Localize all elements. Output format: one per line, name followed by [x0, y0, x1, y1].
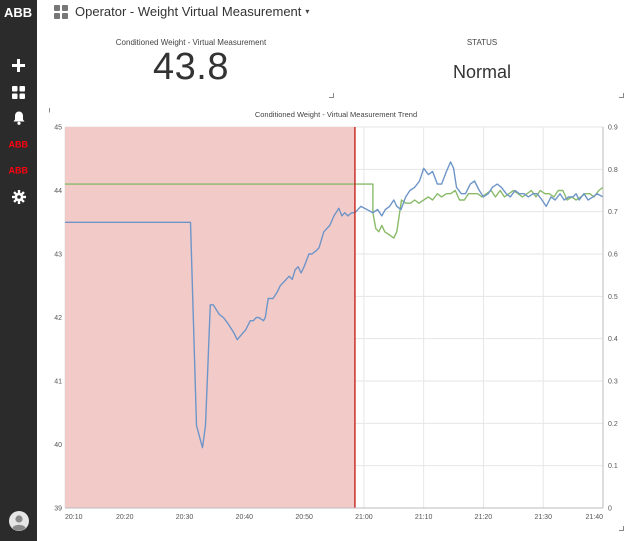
- abb-app-button-1[interactable]: ABB: [0, 133, 37, 155]
- y-right-tick-label: 0.7: [608, 209, 618, 216]
- x-tick-label: 21:10: [415, 514, 433, 521]
- svg-text:ABB: ABB: [8, 166, 28, 176]
- status-label: STATUS: [466, 38, 498, 47]
- abb-logo-icon: ABB: [8, 166, 28, 176]
- trend-chart[interactable]: Conditioned Weight - Virtual Measurement…: [37, 105, 630, 541]
- gear-icon: [11, 190, 26, 204]
- x-tick-label: 20:40: [236, 514, 254, 521]
- kpi-label: Conditioned Weight - Virtual Measurement: [115, 38, 267, 47]
- y-right-tick-label: 0.3: [608, 379, 618, 386]
- svg-text:ABB: ABB: [4, 5, 32, 20]
- y-left-tick-label: 43: [54, 252, 62, 259]
- svg-text:ABB: ABB: [8, 140, 28, 150]
- abb-logo[interactable]: ABB: [3, 4, 34, 20]
- x-tick-label: 20:20: [116, 514, 134, 521]
- tile-resize-handle[interactable]: [619, 526, 624, 531]
- dashboards-button[interactable]: [0, 81, 37, 103]
- y-right-tick-label: 0.2: [608, 421, 618, 428]
- add-button[interactable]: [0, 54, 37, 76]
- y-right-tick-label: 0.5: [608, 294, 618, 301]
- x-tick-label: 20:10: [65, 514, 83, 521]
- abb-logo-icon: ABB: [8, 140, 28, 150]
- abb-app-button-2[interactable]: ABB: [0, 159, 37, 181]
- y-right-tick-label: 0.1: [608, 463, 618, 470]
- plus-icon: [12, 58, 25, 72]
- x-tick-label: 20:30: [176, 514, 194, 521]
- series-line-green: [65, 183, 604, 239]
- status-value: Normal: [452, 62, 511, 82]
- header: Operator - Weight Virtual Measurement ▾: [37, 0, 630, 26]
- dashboard-title: Operator - Weight Virtual Measurement: [75, 4, 302, 19]
- y-left-tick-label: 40: [54, 442, 62, 449]
- alarms-button[interactable]: [0, 107, 37, 129]
- y-left-tick-label: 45: [54, 125, 62, 132]
- y-right-tick-label: 0.6: [608, 252, 618, 259]
- dashboard-grid-icon: [12, 85, 25, 99]
- kpi-value: 43.8: [153, 46, 229, 88]
- chevron-down-icon: ▾: [305, 7, 310, 16]
- tile-resize-handle[interactable]: [619, 93, 624, 98]
- y-left-tick-label: 39: [54, 506, 62, 513]
- y-right-tick-label: 0.9: [608, 125, 618, 132]
- y-left-tick-label: 42: [54, 315, 62, 322]
- tile-resize-handle[interactable]: [329, 93, 334, 98]
- y-right-tick-label: 0: [608, 506, 612, 513]
- x-tick-label: 21:20: [475, 514, 493, 521]
- x-tick-label: 20:50: [295, 514, 313, 521]
- bell-icon: [13, 111, 24, 125]
- axes: 39 40 41 42 43 44 45 0 0.1 0.2 0.3 0.4 0.5 0.6 0.7 0.8 0…: [54, 125, 618, 522]
- series-layer: [65, 161, 604, 449]
- dashboard-title-dropdown[interactable]: Operator - Weight Virtual Measurement ▾: [75, 4, 309, 19]
- user-avatar-icon[interactable]: [9, 511, 29, 531]
- y-left-tick-label: 41: [54, 379, 62, 386]
- y-left-tick-label: 44: [54, 188, 62, 195]
- x-tick-label: 21:40: [585, 514, 603, 521]
- y-right-tick-label: 0.4: [608, 336, 618, 343]
- settings-button[interactable]: [0, 186, 37, 208]
- chart-title: Conditioned Weight - Virtual Measurement…: [255, 110, 417, 119]
- x-tick-label: 21:00: [355, 514, 373, 521]
- y-right-tick-label: 0.8: [608, 167, 618, 174]
- x-tick-label: 21:30: [534, 514, 552, 521]
- series-line-blue: [65, 161, 604, 449]
- sidebar: ABB ABB ABB: [0, 0, 37, 541]
- dashboard-grid-icon[interactable]: [54, 5, 68, 19]
